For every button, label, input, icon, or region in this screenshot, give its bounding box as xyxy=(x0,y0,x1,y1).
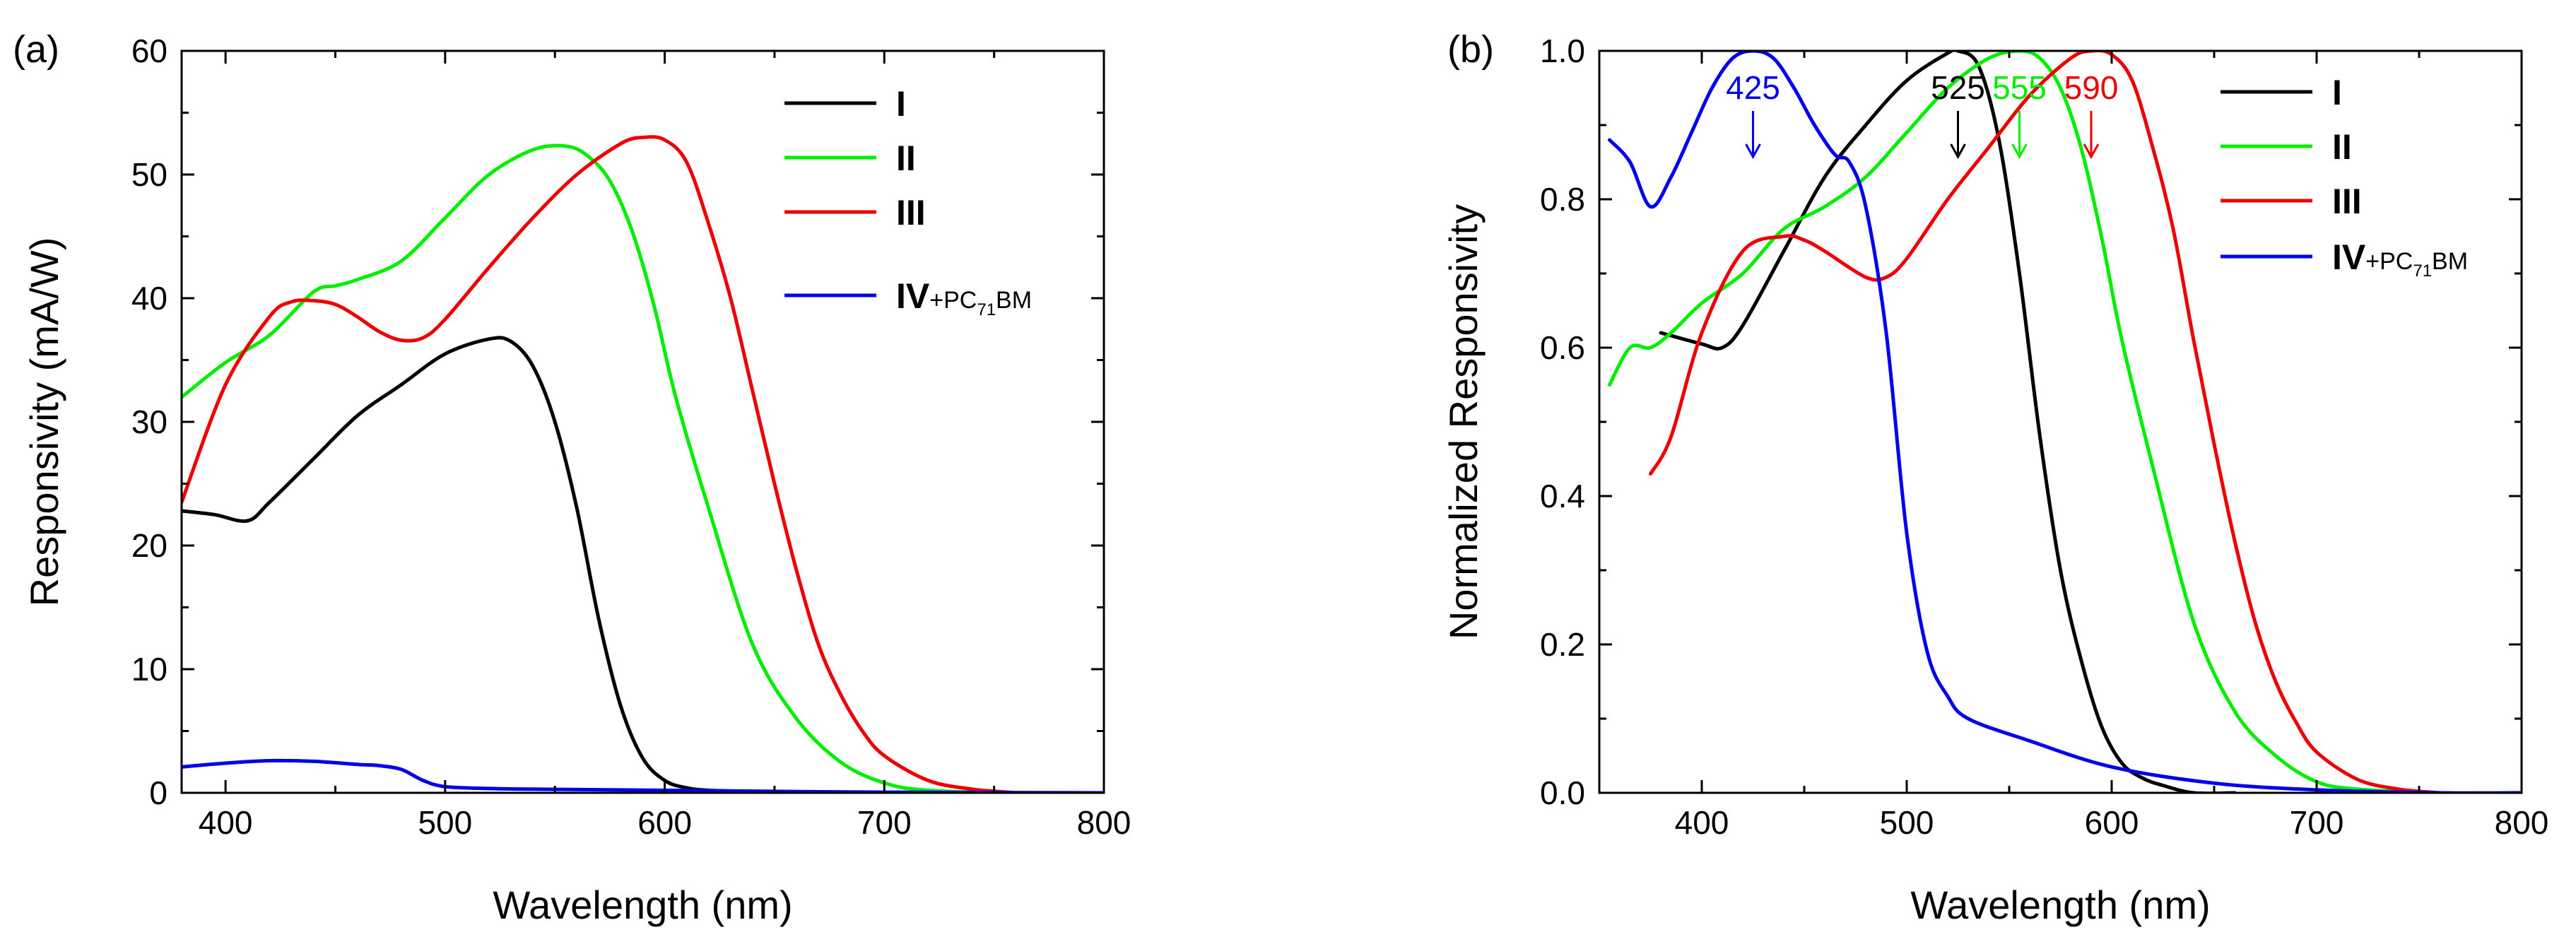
panel-b-x-tick-label: 400 xyxy=(1675,804,1729,841)
panel-a-y-tick-label: 40 xyxy=(131,280,167,317)
panel-b-peak-label-425: 425 xyxy=(1726,69,1780,106)
panel-a-x-tick-label: 700 xyxy=(857,804,912,841)
panel-a-series-line-3 xyxy=(182,135,1018,793)
panel-b-series-line-1 xyxy=(1659,51,2237,793)
panel-b-y-tick-label: 0.8 xyxy=(1540,181,1585,218)
legend-label-iv: IV+PC71BM xyxy=(896,276,1032,319)
panel-a-y-tick-label: 60 xyxy=(131,33,167,69)
panel-b-peak-label-525: 525 xyxy=(1931,69,1985,106)
panel-b-peak-arrowhead xyxy=(2011,143,2028,160)
panel-b-plot-frame xyxy=(1598,49,2523,794)
panel-a-y-tick-label: 50 xyxy=(131,156,167,193)
panel-b-y-axis-title: Normalized Responsivity xyxy=(1441,204,1486,639)
panel-a-x-tick-label: 400 xyxy=(199,804,253,841)
panel-a-x-tick-label: 800 xyxy=(1077,804,1131,841)
panel-b: (b) 400 500 600 700 800 0.0 0.2 0.4 0.6 0.8 1.0 42… xyxy=(1441,28,2549,927)
panel-a-y-axis-title: Responsivity (mA/W) xyxy=(22,237,66,607)
panel-b-legend: I II III IV+PC71BM xyxy=(2221,73,2468,281)
panel-a-series-line-1 xyxy=(182,336,799,793)
legend-label-iii: III xyxy=(2332,182,2362,221)
panel-b-peak-annotations: 425 525 555 590 xyxy=(1726,69,2119,160)
panel-b-x-axis-title: Wavelength (nm) xyxy=(1910,883,2210,927)
panel-a-series-layer xyxy=(182,135,1104,793)
panel-a-y-tick-label: 20 xyxy=(131,527,167,564)
panel-b-series-line-2 xyxy=(1608,51,2522,793)
panel-a-x-tick-label: 600 xyxy=(637,804,692,841)
legend-label-iii: III xyxy=(896,193,926,232)
panel-b-peak-label-590: 590 xyxy=(2064,69,2119,106)
panel-b-ticks: 400 500 600 700 800 0.0 0.2 0.4 0.6 0.8 1.0 xyxy=(1540,33,2549,841)
panel-a-ticks: 400 500 600 700 800 0 10 20 30 40 50 60 xyxy=(131,33,1131,841)
panel-b-x-tick-label: 500 xyxy=(1880,804,1934,841)
panel-b-peak-label-555: 555 xyxy=(1992,69,2047,106)
panel-b-label: (b) xyxy=(1447,28,1494,71)
panel-b-peak-arrowhead xyxy=(1745,143,1761,160)
panel-b-x-tick-label: 800 xyxy=(2495,804,2549,841)
panel-a-x-axis-title: Wavelength (nm) xyxy=(493,883,792,927)
panel-b-y-tick-label: 1.0 xyxy=(1540,33,1585,69)
legend-label-ii: II xyxy=(2332,127,2352,167)
panel-b-x-tick-label: 600 xyxy=(2085,804,2139,841)
panel-a-x-tick-label: 500 xyxy=(418,804,472,841)
panel-b-y-tick-label: 0.4 xyxy=(1540,478,1585,514)
legend-label-i: I xyxy=(896,84,906,124)
panel-b-series-line-4 xyxy=(1608,51,2522,793)
legend-label-i: I xyxy=(2332,73,2342,112)
legend-label-iv: IV+PC71BM xyxy=(2332,237,2468,281)
panel-a: (a) 400 500 600 700 800 0 10 20 30 40 50 60 Wavelen… xyxy=(13,28,1131,927)
panel-b-y-tick-label: 0.0 xyxy=(1540,774,1585,811)
panel-b-peak-arrowhead xyxy=(1950,143,1966,160)
panel-b-x-tick-label: 700 xyxy=(2290,804,2344,841)
panel-a-y-tick-label: 30 xyxy=(131,403,167,440)
panel-a-y-tick-label: 10 xyxy=(131,651,167,688)
panel-a-series-line-4 xyxy=(182,758,1104,793)
panel-a-plot-frame xyxy=(180,49,1105,794)
panel-a-y-tick-label: 0 xyxy=(149,774,167,811)
panel-a-label: (a) xyxy=(13,28,59,71)
panel-a-series-line-2 xyxy=(182,143,1104,793)
panel-a-legend: I II III IV+PC71BM xyxy=(784,84,1032,319)
panel-b-peak-arrowhead xyxy=(2083,143,2100,160)
legend-label-ii: II xyxy=(896,138,916,178)
panel-b-y-tick-label: 0.2 xyxy=(1540,626,1585,663)
panel-b-series-layer xyxy=(1608,51,2522,793)
panel-b-y-tick-label: 0.6 xyxy=(1540,329,1585,366)
panel-b-series-line-3 xyxy=(1649,51,2442,793)
